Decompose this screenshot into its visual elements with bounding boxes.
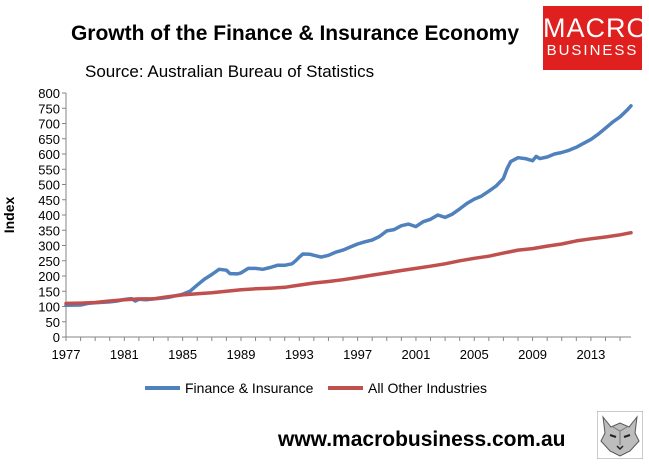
x-tick-label: 1985: [168, 347, 197, 362]
x-tick-label: 1977: [52, 347, 81, 362]
chart-subtitle: Source: Australian Bureau of Statistics: [85, 62, 375, 81]
y-tick-label: 750: [38, 101, 60, 116]
x-tick-label: 2005: [460, 347, 489, 362]
y-tick-label: 500: [38, 178, 60, 193]
x-tick-label: 1997: [343, 347, 372, 362]
logo-line-2: BUSINESS: [546, 42, 639, 59]
wolf-icon: [597, 411, 643, 459]
x-tick-label: 1993: [285, 347, 314, 362]
x-tick-label: 2001: [401, 347, 430, 362]
y-tick-label: 450: [38, 193, 60, 208]
y-tick-label: 650: [38, 132, 60, 147]
y-tick-label: 250: [38, 254, 60, 269]
x-tick-label: 2009: [518, 347, 547, 362]
series-line-finance-insurance: [64, 104, 633, 308]
y-tick-label: 350: [38, 223, 60, 238]
legend-label-finance-insurance: Finance & Insurance: [185, 380, 314, 396]
y-tick-label: 600: [38, 147, 60, 162]
x-tick-label: 1989: [227, 347, 256, 362]
y-tick-label: 50: [46, 315, 60, 330]
legend-label-all-other-industries: All Other Industries: [368, 380, 487, 396]
y-tick-label: 800: [38, 86, 60, 101]
macrobusiness-logo: MACRO BUSINESS: [543, 6, 649, 70]
y-tick-label: 0: [53, 330, 60, 345]
y-axis-label: Index: [1, 197, 17, 234]
series-line-all-other-industries: [64, 230, 633, 306]
x-tick-label: 2013: [576, 347, 605, 362]
website-url: www.macrobusiness.com.au: [278, 428, 566, 451]
y-tick-label: 150: [38, 284, 60, 299]
y-tick-label: 700: [38, 117, 60, 132]
y-tick-label: 400: [38, 208, 60, 223]
y-tick-label: 200: [38, 269, 60, 284]
chart-title: Growth of the Finance & Insurance Econom…: [70, 22, 520, 45]
logo-line-1: MACRO: [543, 13, 649, 43]
y-tick-label: 300: [38, 239, 60, 254]
y-tick-label: 100: [38, 300, 60, 315]
y-tick-label: 550: [38, 162, 60, 177]
x-tick-label: 1981: [110, 347, 139, 362]
